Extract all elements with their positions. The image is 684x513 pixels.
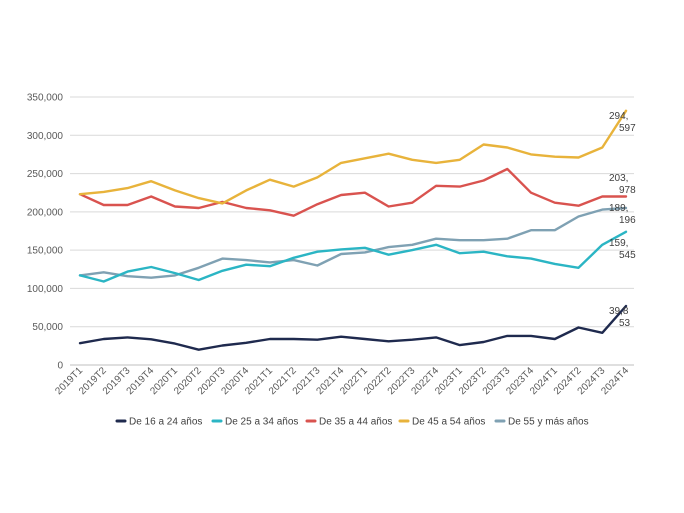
end-label-line: 978: [619, 185, 636, 196]
y-tick-label: 0: [57, 361, 63, 372]
series-lines: [78, 109, 628, 351]
end-labels: 39,8 53 159, 545 203, 978 294, 597 189, 196: [609, 111, 636, 329]
y-tick-label: 300,000: [27, 131, 64, 142]
end-label-line: 294,: [609, 111, 628, 122]
legend-label: De 45 a 54 años: [412, 417, 485, 428]
end-label-line: 53: [619, 318, 631, 329]
end-label-line: 597: [619, 123, 636, 134]
x-tick-label: 2024T4: [599, 365, 631, 397]
legend-label: De 16 a 24 años: [129, 417, 202, 428]
legend: De 16 a 24 años De 25 a 34 años De 35 a 44…: [115, 417, 589, 428]
end-label-line: 196: [619, 215, 636, 226]
end-label: 189, 196: [609, 203, 636, 226]
end-label-line: 203,: [609, 173, 628, 184]
series-line-5: [78, 206, 628, 279]
end-label: 39,8 53: [609, 306, 631, 329]
series-line-4: [78, 109, 628, 205]
y-tick-label: 250,000: [27, 169, 64, 180]
legend-label: De 55 y más años: [508, 417, 589, 428]
end-label: 294, 597: [609, 111, 636, 134]
end-label: 159, 545: [609, 238, 636, 261]
end-label: 203, 978: [609, 173, 636, 196]
series-line-2: [78, 230, 628, 283]
legend-label: De 35 a 44 años: [319, 417, 392, 428]
end-label-line: 545: [619, 250, 636, 261]
y-tick-label: 100,000: [27, 284, 64, 295]
legend-label: De 25 a 34 años: [225, 417, 298, 428]
series-line-1: [78, 304, 628, 351]
y-tick-label: 350,000: [27, 93, 64, 104]
gridlines: [70, 96, 634, 366]
end-label-line: 189,: [609, 203, 628, 214]
end-label-line: 159,: [609, 238, 628, 249]
y-tick-label: 50,000: [32, 322, 63, 333]
series-line-3: [78, 167, 628, 217]
y-tick-label: 150,000: [27, 246, 64, 257]
y-axis-ticks: 0 50,000 100,000 150,000 200,000 250,000 300,0…: [27, 93, 64, 372]
y-tick-label: 200,000: [27, 207, 64, 218]
x-axis-ticks: 2019T12019T22019T32019T42020T12020T22020…: [53, 365, 631, 397]
end-label-line: 39,8: [609, 306, 629, 317]
